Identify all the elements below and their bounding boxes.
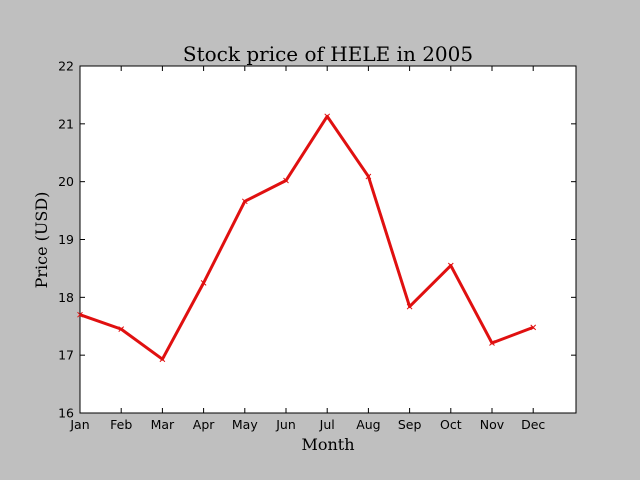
data-point xyxy=(241,198,248,205)
chart-title: Stock price of HELE in 2005 xyxy=(183,42,473,66)
x-tick-label: May xyxy=(232,417,258,432)
x-tick-label: Jun xyxy=(275,417,296,432)
data-point xyxy=(118,326,125,332)
data-point xyxy=(324,113,331,120)
data-point xyxy=(77,311,83,318)
x-axis: Jan Feb Mar Apr May Jun Jul Aug Sep Oct Nov Dec xyxy=(69,66,545,432)
x-tick-label: Jan xyxy=(69,417,89,432)
data-point xyxy=(159,356,166,363)
y-tick-label: 16 xyxy=(58,406,74,421)
price-line xyxy=(79,114,534,361)
data-point xyxy=(365,173,372,180)
y-tick-label: 19 xyxy=(58,232,74,247)
x-tick-label: Dec xyxy=(521,417,545,432)
plot-area xyxy=(79,65,577,414)
data-point xyxy=(200,280,207,286)
series-layer xyxy=(77,113,537,363)
x-axis-title: Month xyxy=(301,435,354,454)
data-point xyxy=(406,303,413,310)
y-tick-label: 21 xyxy=(58,116,74,131)
y-tick-label: 20 xyxy=(58,174,74,189)
x-tick-label: Apr xyxy=(193,417,215,432)
y-tick-label: 17 xyxy=(58,348,74,363)
x-tick-label: Sep xyxy=(398,417,422,432)
x-tick-label: Oct xyxy=(440,417,462,432)
y-tick-label: 18 xyxy=(58,290,74,305)
x-tick-label: Feb xyxy=(110,417,132,432)
data-point xyxy=(283,177,289,184)
data-point xyxy=(489,340,495,346)
y-tick-label: 22 xyxy=(58,59,74,74)
y-axis: 16 17 18 19 20 21 22 xyxy=(58,59,576,421)
x-tick-label: Mar xyxy=(151,417,175,432)
data-point xyxy=(447,262,454,269)
x-tick-label: Jul xyxy=(319,417,335,432)
y-axis-title: Price (USD) xyxy=(32,192,51,289)
data-point xyxy=(530,324,537,331)
x-tick-label: Aug xyxy=(356,417,380,432)
x-tick-label: Nov xyxy=(480,417,505,432)
